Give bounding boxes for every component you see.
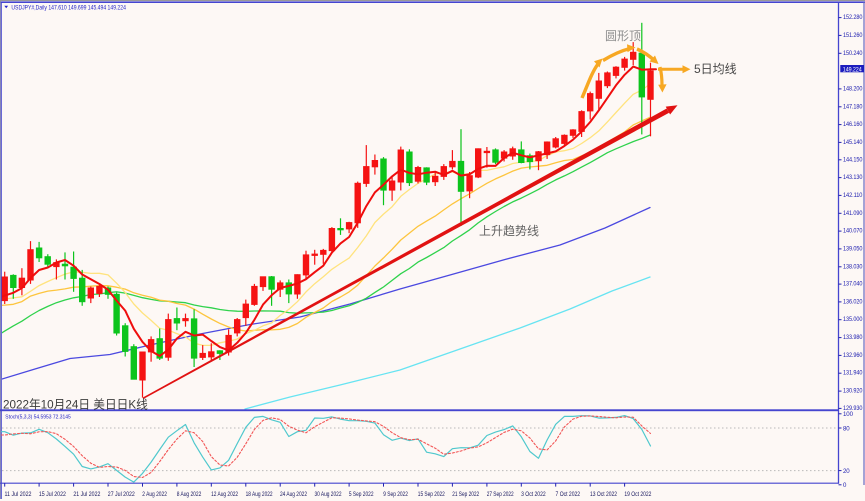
- svg-text:13 Oct 2022: 13 Oct 2022: [590, 491, 617, 498]
- svg-text:144.150: 144.150: [843, 156, 863, 163]
- svg-text:3 Oct 2022: 3 Oct 2022: [521, 491, 546, 498]
- svg-text:24 Aug 2022: 24 Aug 2022: [280, 491, 307, 498]
- svg-text:20: 20: [843, 468, 850, 475]
- svg-text:140.070: 140.070: [843, 228, 863, 235]
- svg-text:21 Sep 2022: 21 Sep 2022: [452, 491, 479, 498]
- svg-text:27 Sep 2022: 27 Sep 2022: [487, 491, 514, 498]
- svg-text:142.110: 142.110: [843, 192, 863, 199]
- svg-text:152.280: 152.280: [843, 14, 863, 21]
- svg-text:7 Oct 2022: 7 Oct 2022: [556, 491, 581, 498]
- svg-text:132.960: 132.960: [843, 352, 863, 359]
- svg-text:145.140: 145.140: [843, 139, 863, 146]
- svg-text:130.920: 130.920: [843, 388, 863, 395]
- svg-text:Stoch(5,3,3) 54.5953 72.3145: Stoch(5,3,3) 54.5953 72.3145: [5, 415, 71, 421]
- svg-text:30 Aug 2022: 30 Aug 2022: [315, 491, 342, 498]
- svg-text:上升趋势线: 上升趋势线: [479, 224, 539, 238]
- svg-text:129.930: 129.930: [843, 405, 863, 412]
- svg-text:150.240: 150.240: [843, 50, 863, 57]
- svg-text:137.040: 137.040: [843, 281, 863, 288]
- svg-text:圆形顶: 圆形顶: [605, 29, 641, 43]
- svg-text:133.980: 133.980: [843, 334, 863, 341]
- svg-text:27 Jul 2022: 27 Jul 2022: [108, 491, 135, 498]
- svg-text:15 Jul 2022: 15 Jul 2022: [39, 491, 66, 498]
- svg-text:151.260: 151.260: [843, 32, 863, 39]
- svg-text:141.090: 141.090: [843, 210, 863, 217]
- svg-text:12 Aug 2022: 12 Aug 2022: [211, 491, 238, 498]
- svg-text:11 Jul 2022: 11 Jul 2022: [5, 491, 32, 498]
- svg-text:143.130: 143.130: [843, 174, 863, 181]
- svg-text:8 Aug 2022: 8 Aug 2022: [177, 491, 202, 498]
- svg-text:0: 0: [843, 482, 847, 489]
- svg-text:USDJPY#,Daily 147.610 149.699: USDJPY#,Daily 147.610 149.699 145.494 14…: [11, 4, 126, 11]
- svg-text:19 Oct 2022: 19 Oct 2022: [624, 491, 651, 498]
- svg-text:100: 100: [843, 411, 854, 418]
- svg-text:15 Sep 2022: 15 Sep 2022: [418, 491, 445, 498]
- svg-text:9 Sep 2022: 9 Sep 2022: [383, 491, 408, 498]
- svg-text:135.000: 135.000: [843, 316, 863, 323]
- svg-text:139.050: 139.050: [843, 245, 863, 252]
- svg-text:2022年10月24日 美日日K线: 2022年10月24日 美日日K线: [3, 397, 148, 411]
- svg-text:2 Aug 2022: 2 Aug 2022: [142, 491, 167, 498]
- svg-text:131.940: 131.940: [843, 370, 863, 377]
- svg-text:5日均线: 5日均线: [694, 62, 737, 76]
- svg-text:5 Sep 2022: 5 Sep 2022: [349, 491, 374, 498]
- svg-text:136.020: 136.020: [843, 298, 863, 305]
- svg-text:138.030: 138.030: [843, 263, 863, 270]
- svg-text:21 Jul 2022: 21 Jul 2022: [73, 491, 100, 498]
- svg-text:147.180: 147.180: [843, 103, 863, 110]
- svg-text:149.224: 149.224: [843, 66, 862, 73]
- svg-text:80: 80: [843, 425, 850, 432]
- svg-text:146.160: 146.160: [843, 121, 863, 128]
- svg-text:18 Aug 2022: 18 Aug 2022: [246, 491, 273, 498]
- svg-text:148.200: 148.200: [843, 85, 863, 92]
